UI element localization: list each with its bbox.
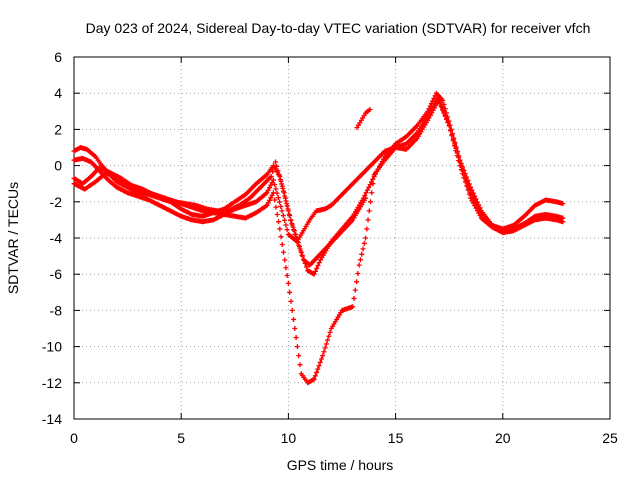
x-tick-labels: 0 5 10 15 20 25 — [70, 430, 618, 446]
y-tick-labels: -14 -12 -10 -8 -6 -4 -2 0 2 4 6 — [42, 49, 62, 427]
x-tick-label: 0 — [70, 430, 78, 446]
x-tick-label: 20 — [495, 430, 511, 446]
point-markers — [71, 97, 566, 245]
x-axis-title: GPS time / hours — [287, 457, 394, 473]
y-tick-label: -6 — [50, 266, 63, 282]
point-markers — [71, 90, 566, 277]
y-tick-label: -4 — [50, 230, 63, 246]
x-tick-label: 25 — [602, 430, 618, 446]
x-tick-label: 15 — [388, 430, 404, 446]
y-axis-title: SDTVAR / TECUs — [5, 182, 21, 294]
data-points — [71, 90, 566, 386]
point-markers — [354, 106, 373, 131]
x-tick-label: 10 — [281, 430, 297, 446]
chart-title: Day 023 of 2024, Sidereal Day-to-day VTE… — [86, 20, 591, 36]
series-track-3 — [71, 94, 566, 386]
series-track-2 — [71, 97, 566, 245]
series-track-5 — [354, 106, 373, 131]
grid-lines — [74, 57, 610, 419]
series-track-1 — [71, 90, 566, 277]
y-tick-label: 6 — [54, 49, 62, 65]
x-tick-label: 5 — [177, 430, 185, 446]
series-track-4 — [71, 159, 369, 268]
y-tick-label: 4 — [54, 85, 62, 101]
y-tick-label: -10 — [42, 339, 62, 355]
y-tick-label: 2 — [54, 121, 62, 137]
y-tick-label: 0 — [54, 158, 62, 174]
y-tick-label: -14 — [42, 411, 62, 427]
y-tick-label: -2 — [50, 194, 63, 210]
y-tick-label: -12 — [42, 375, 62, 391]
point-markers — [71, 94, 566, 386]
y-tick-label: -8 — [50, 302, 63, 318]
axis-ticks — [73, 56, 611, 420]
point-markers — [71, 159, 369, 268]
